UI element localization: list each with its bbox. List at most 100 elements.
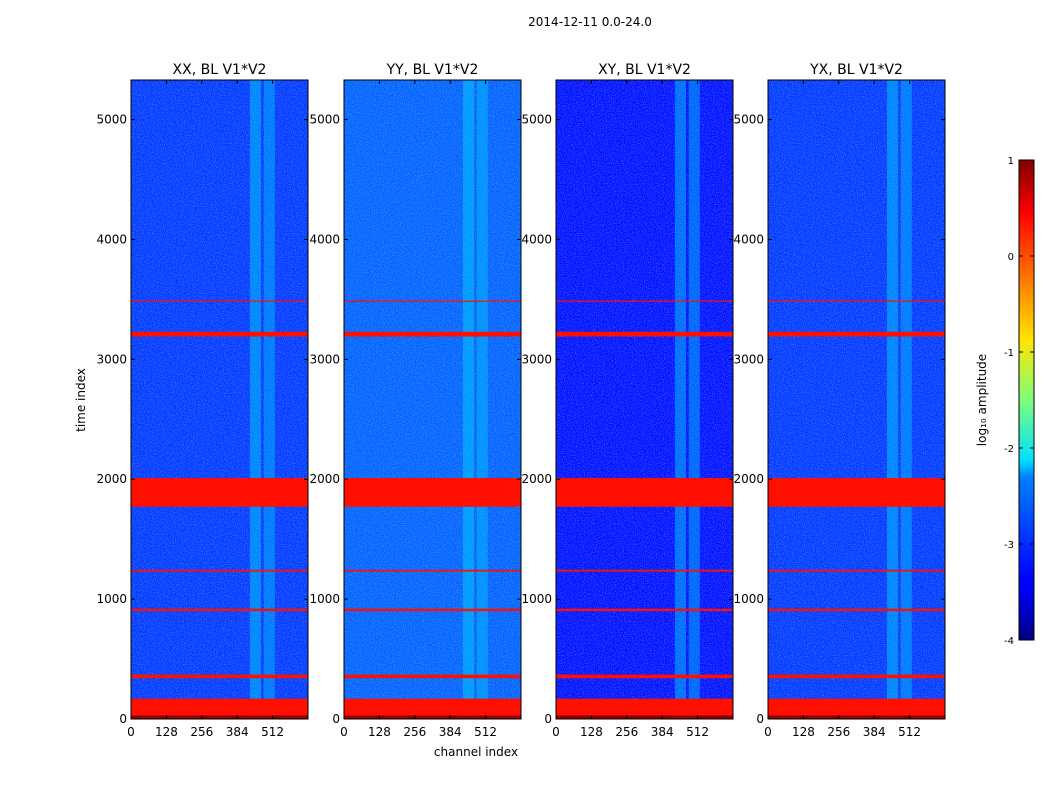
flagged-row-band bbox=[556, 698, 733, 716]
panel-plot-area bbox=[556, 80, 733, 719]
y-tick-label: 4000 bbox=[521, 232, 552, 246]
colorbar-tick-label: 0 bbox=[1008, 252, 1014, 263]
colorbar-tick-label: -2 bbox=[1004, 444, 1014, 455]
flagged-row-band bbox=[131, 698, 308, 716]
panel-title: XY, BL V1*V2 bbox=[598, 62, 691, 78]
heatmap-noise bbox=[344, 80, 521, 719]
y-tick-label: 0 bbox=[332, 712, 340, 726]
y-tick-label: 3000 bbox=[96, 352, 127, 366]
x-axis-label: channel index bbox=[434, 745, 518, 759]
y-tick-label: 1000 bbox=[733, 592, 764, 606]
y-tick-label: 0 bbox=[544, 712, 552, 726]
panel-title: YY, BL V1*V2 bbox=[386, 62, 479, 78]
flagged-row-band bbox=[556, 569, 733, 572]
flagged-row-band bbox=[344, 478, 521, 507]
flagged-row-band bbox=[556, 300, 733, 302]
panel-frame bbox=[343, 79, 522, 720]
x-tick-label: 0 bbox=[340, 725, 348, 739]
x-tick-label: 0 bbox=[764, 725, 772, 739]
bright-channel-band bbox=[476, 80, 488, 719]
x-tick-label: 256 bbox=[615, 725, 638, 739]
panel-3: YX, BL V1*V2 0 128 256 384 512 0 1000 2000 3000 40… bbox=[733, 62, 946, 739]
flagged-row-band bbox=[768, 569, 945, 572]
y-tick-label: 3000 bbox=[733, 352, 764, 366]
x-tick-label: 0 bbox=[127, 725, 135, 739]
y-tick-label: 2000 bbox=[733, 472, 764, 486]
y-tick-label: 3000 bbox=[309, 352, 340, 366]
y-tick-label: 5000 bbox=[96, 113, 127, 127]
x-tick-label: 256 bbox=[403, 725, 426, 739]
flagged-row-band bbox=[344, 331, 521, 337]
y-tick-label: 4000 bbox=[96, 232, 127, 246]
x-tick-label: 256 bbox=[190, 725, 213, 739]
y-tick-label: 2000 bbox=[309, 472, 340, 486]
x-tick-label: 0 bbox=[552, 725, 560, 739]
y-tick-label: 0 bbox=[119, 712, 127, 726]
flagged-row-band bbox=[556, 674, 733, 679]
panel-title: YX, BL V1*V2 bbox=[809, 62, 903, 78]
colorbar: -4 -3 -2 -1 0 1 log₁₀ amplitude bbox=[975, 156, 1035, 647]
heatmap-noise bbox=[556, 80, 733, 719]
y-axis-label: time index bbox=[74, 368, 88, 432]
flagged-row-band bbox=[768, 674, 945, 679]
flagged-row-band bbox=[768, 698, 945, 716]
flagged-row-band bbox=[556, 608, 733, 612]
panel-title: XX, BL V1*V2 bbox=[173, 62, 267, 78]
y-tick-label: 5000 bbox=[521, 113, 552, 127]
flagged-row-band bbox=[556, 478, 733, 507]
x-tick-label: 128 bbox=[155, 725, 178, 739]
bright-channel-band bbox=[674, 80, 686, 719]
y-tick-label: 4000 bbox=[733, 232, 764, 246]
flagged-row-band bbox=[768, 715, 945, 719]
x-tick-label: 128 bbox=[368, 725, 391, 739]
y-tick-label: 3000 bbox=[521, 352, 552, 366]
heatmap-noise bbox=[131, 80, 308, 719]
colorbar-gradient bbox=[1018, 159, 1035, 641]
flagged-row-band bbox=[131, 569, 308, 572]
flagged-row-band bbox=[344, 674, 521, 679]
flagged-row-band bbox=[344, 715, 521, 719]
colorbar-tick-label: 1 bbox=[1008, 156, 1014, 167]
panel-frame bbox=[555, 79, 734, 720]
x-tick-label: 512 bbox=[474, 725, 497, 739]
flagged-row-band bbox=[131, 331, 308, 337]
bright-channel-band bbox=[688, 80, 700, 719]
bright-channel-band bbox=[900, 80, 912, 719]
x-tick-label: 128 bbox=[792, 725, 815, 739]
flagged-row-band bbox=[344, 698, 521, 716]
x-tick-label: 128 bbox=[580, 725, 603, 739]
x-tick-label: 512 bbox=[261, 725, 284, 739]
y-tick-label: 5000 bbox=[733, 113, 764, 127]
flagged-row-band bbox=[131, 608, 308, 612]
panel-plot-area bbox=[768, 80, 945, 719]
panel-0: XX, BL V1*V2 0 128 256 384 512 0 1000 2000 3000 40… bbox=[96, 62, 309, 739]
flagged-row-band bbox=[131, 300, 308, 302]
colorbar-label: log₁₀ amplitude bbox=[975, 354, 989, 446]
panel-plot-area bbox=[131, 80, 308, 719]
flagged-row-band bbox=[768, 331, 945, 337]
x-tick-label: 512 bbox=[686, 725, 709, 739]
colorbar-tick-label: -1 bbox=[1004, 348, 1014, 359]
x-tick-label: 384 bbox=[439, 725, 462, 739]
panel-2: XY, BL V1*V2 0 128 256 384 512 0 1000 2000 3000 40… bbox=[521, 62, 734, 739]
heatmap-noise bbox=[768, 80, 945, 719]
figure-suptitle: 2014-12-11 0.0-24.0 bbox=[528, 15, 652, 29]
y-tick-label: 2000 bbox=[521, 472, 552, 486]
colorbar-tick-label: -4 bbox=[1004, 636, 1014, 647]
flagged-row-band bbox=[344, 608, 521, 612]
y-tick-label: 1000 bbox=[96, 592, 127, 606]
flagged-row-band bbox=[344, 300, 521, 302]
flagged-row-band bbox=[344, 569, 521, 572]
flagged-row-band bbox=[131, 715, 308, 719]
flagged-row-band bbox=[768, 300, 945, 302]
y-tick-label: 1000 bbox=[309, 592, 340, 606]
flagged-row-band bbox=[131, 478, 308, 507]
bright-channel-band bbox=[249, 80, 261, 719]
flagged-row-band bbox=[768, 608, 945, 612]
flagged-row-band bbox=[556, 331, 733, 337]
panel-1: YY, BL V1*V2 0 128 256 384 512 0 1000 2000 3000 40… bbox=[309, 62, 522, 739]
y-tick-label: 2000 bbox=[96, 472, 127, 486]
panel-frame bbox=[130, 79, 309, 720]
y-tick-label: 4000 bbox=[309, 232, 340, 246]
